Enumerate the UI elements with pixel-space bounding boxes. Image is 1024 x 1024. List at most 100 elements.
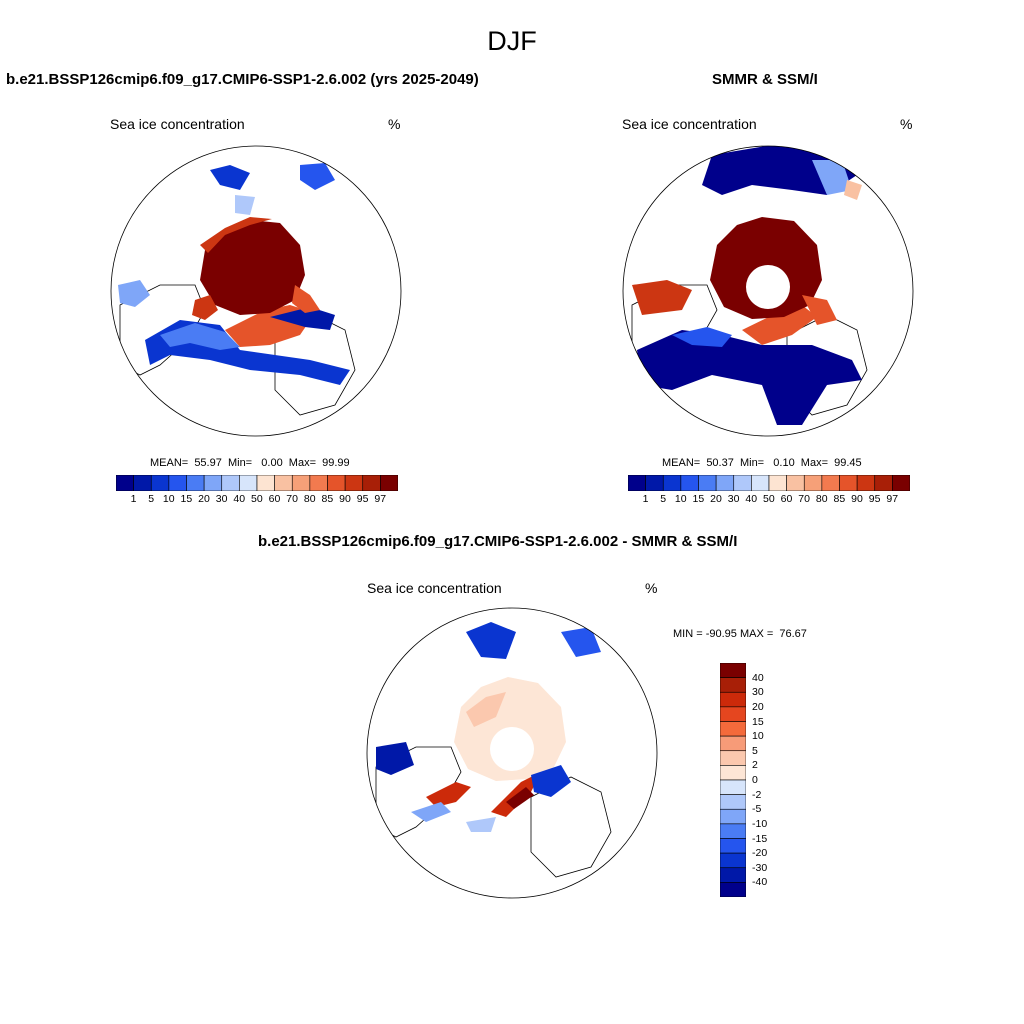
colorbar-label: 1 <box>130 493 137 505</box>
colorbar-swatch <box>720 750 746 766</box>
colorbar-label: -2 <box>752 788 762 801</box>
colorbar-label: 40 <box>745 493 758 505</box>
colorbar-label: 5 <box>148 493 155 505</box>
colorbar-label: 30 <box>215 493 228 505</box>
colorbar-label: -30 <box>752 861 768 874</box>
colorbar-swatch <box>720 677 746 693</box>
colorbar-swatch <box>733 475 752 491</box>
colorbar-swatch <box>203 475 223 491</box>
colorbar-label: 15 <box>692 493 705 505</box>
left-colorbar-labels: 1 5 10 15 20 30 40 50 60 70 80 85 90 95 97 <box>116 493 398 507</box>
colorbar-label: 10 <box>752 730 764 743</box>
colorbar-label: 95 <box>868 493 881 505</box>
diff-units: % <box>645 580 658 596</box>
colorbar-swatch <box>720 735 746 752</box>
colorbar-swatch <box>839 475 858 491</box>
colorbar-label: 85 <box>321 493 334 505</box>
colorbar-swatch <box>168 475 187 491</box>
colorbar-label: 60 <box>268 493 281 505</box>
colorbar-label: 30 <box>727 493 740 505</box>
colorbar-swatch <box>720 838 746 854</box>
diff-colorbar-labels: 40 30 20 15 10 5 2 0 -2 -5 -10 -15 -20 -30 -40 <box>750 663 790 897</box>
left-panel-title: b.e21.BSSP126cmip6.f09_g17.CMIP6-SSP1-2.… <box>6 71 479 88</box>
colorbar-swatch <box>768 475 787 491</box>
right-units: % <box>900 116 913 132</box>
right-stats: MEAN= 50.37 Min= 0.10 Max= 99.45 <box>662 457 862 469</box>
right-colorbar-labels: 1 5 10 15 20 30 40 50 60 70 80 85 90 95 97 <box>628 493 910 507</box>
colorbar-swatch <box>327 475 346 491</box>
colorbar-label: 70 <box>798 493 810 505</box>
colorbar-label: 80 <box>303 493 316 505</box>
diff-stats: MIN = -90.95 MAX = 76.67 <box>673 628 807 640</box>
left-polar-map <box>110 145 402 437</box>
colorbar-swatch <box>720 721 746 737</box>
colorbar-swatch <box>680 475 699 491</box>
colorbar-swatch <box>221 475 240 491</box>
colorbar-swatch <box>720 765 746 781</box>
colorbar-label: 30 <box>752 686 764 699</box>
colorbar-swatch <box>751 475 770 491</box>
colorbar-label: 15 <box>180 493 193 505</box>
colorbar-label: 10 <box>162 493 175 505</box>
right-polar-map <box>622 145 914 437</box>
colorbar-label: 20 <box>752 700 764 713</box>
colorbar-label: 60 <box>780 493 793 505</box>
colorbar-swatch <box>380 475 398 491</box>
colorbar-label: 20 <box>198 493 210 505</box>
right-colorbar <box>628 475 910 491</box>
colorbar-swatch <box>720 691 746 708</box>
colorbar-label: 2 <box>752 759 758 772</box>
colorbar-swatch <box>856 475 876 491</box>
colorbar-label: 70 <box>286 493 298 505</box>
colorbar-swatch <box>720 867 746 883</box>
colorbar-label: 90 <box>851 493 863 505</box>
main-title: DJF <box>487 26 537 56</box>
colorbar-label: 1 <box>642 493 649 505</box>
left-units: % <box>388 116 401 132</box>
colorbar-swatch <box>256 475 275 491</box>
colorbar-swatch <box>720 808 746 825</box>
diff-panel-title: b.e21.BSSP126cmip6.f09_g17.CMIP6-SSP1-2.… <box>258 533 738 550</box>
colorbar-label: -5 <box>752 803 762 816</box>
colorbar-swatch <box>309 475 328 491</box>
colorbar-swatch <box>786 475 805 491</box>
colorbar-swatch <box>715 475 735 491</box>
right-subtitle: Sea ice concentration <box>622 116 757 132</box>
colorbar-swatch <box>628 475 646 491</box>
colorbar-swatch <box>645 475 664 491</box>
right-panel-title: SMMR & SSM/I <box>712 71 818 88</box>
colorbar-swatch <box>720 882 746 897</box>
colorbar-label: 90 <box>339 493 351 505</box>
colorbar-swatch <box>720 794 746 810</box>
colorbar-label: -10 <box>752 817 768 830</box>
colorbar-swatch <box>344 475 364 491</box>
left-stats: MEAN= 55.97 Min= 0.00 Max= 99.99 <box>150 457 350 469</box>
colorbar-label: 50 <box>763 493 775 505</box>
diff-polar-map <box>366 607 658 899</box>
colorbar-label: 40 <box>233 493 246 505</box>
colorbar-swatch <box>720 852 746 869</box>
left-subtitle: Sea ice concentration <box>110 116 245 132</box>
colorbar-label: 40 <box>752 671 764 684</box>
colorbar-swatch <box>821 475 840 491</box>
colorbar-label: 5 <box>660 493 667 505</box>
colorbar-label: 10 <box>674 493 687 505</box>
colorbar-label: -20 <box>752 847 768 860</box>
colorbar-label: 5 <box>752 744 758 757</box>
colorbar-swatch <box>662 475 682 491</box>
colorbar-label: 85 <box>833 493 846 505</box>
left-colorbar <box>116 475 398 491</box>
colorbar-swatch <box>362 475 381 491</box>
colorbar-label: 0 <box>752 774 758 786</box>
colorbar-swatch <box>274 475 293 491</box>
colorbar-swatch <box>186 475 205 491</box>
colorbar-label: -15 <box>752 832 768 845</box>
colorbar-label: 20 <box>710 493 722 505</box>
colorbar-swatch <box>874 475 893 491</box>
diff-colorbar <box>720 663 746 897</box>
colorbar-swatch <box>720 663 746 678</box>
colorbar-swatch <box>720 823 746 839</box>
colorbar-swatch <box>239 475 258 491</box>
colorbar-swatch <box>720 706 746 722</box>
colorbar-label: 95 <box>356 493 369 505</box>
